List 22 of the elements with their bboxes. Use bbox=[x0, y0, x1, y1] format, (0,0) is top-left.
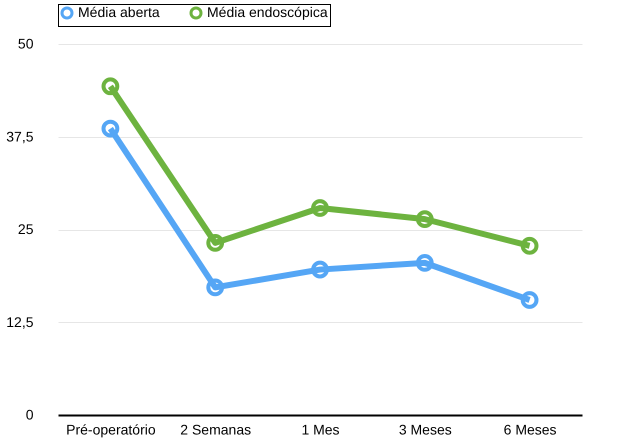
y-tick-label: 12,5 bbox=[6, 314, 34, 330]
legend-label: Média endoscópica bbox=[207, 4, 328, 20]
point bbox=[520, 236, 538, 255]
legend-label: Média aberta bbox=[78, 4, 160, 20]
x-tick-label: 3 Meses bbox=[398, 422, 452, 438]
point bbox=[520, 291, 538, 309]
point bbox=[206, 278, 224, 296]
point bbox=[206, 234, 224, 252]
y-tick-label: 37,5 bbox=[6, 128, 34, 144]
x-tick-label: 1 Mes bbox=[301, 422, 340, 438]
point bbox=[102, 77, 120, 96]
x-tick-label: Pré-operatório bbox=[66, 422, 156, 438]
point bbox=[416, 254, 434, 272]
point bbox=[311, 199, 329, 217]
x-tick-label: 2 Semanas bbox=[180, 422, 252, 438]
point bbox=[102, 120, 120, 138]
point bbox=[416, 210, 434, 228]
x-tick-label: 6 Meses bbox=[504, 422, 557, 438]
y-tick-label: 50 bbox=[18, 36, 34, 52]
point bbox=[311, 260, 329, 278]
y-tick-label: 0 bbox=[26, 406, 34, 422]
y-tick-label: 25 bbox=[18, 221, 34, 237]
